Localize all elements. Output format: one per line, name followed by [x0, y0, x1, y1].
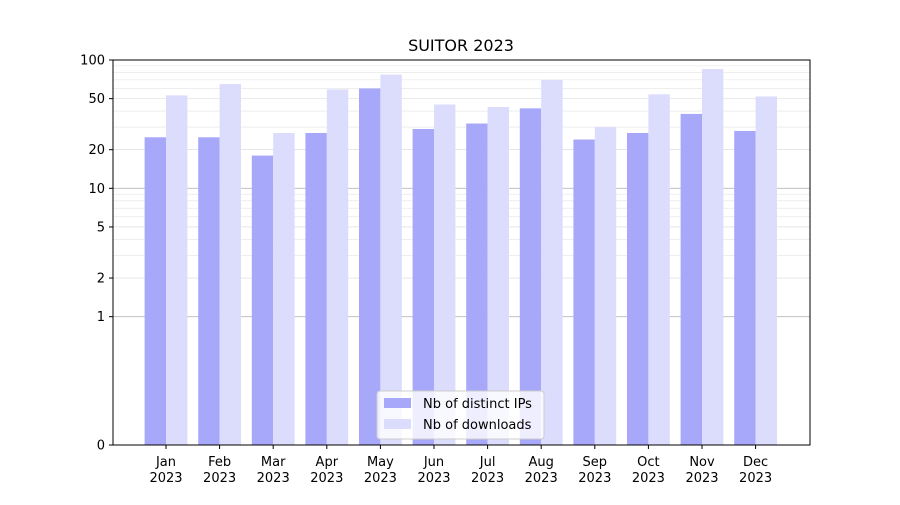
x-tick-label: Mar 2023 [257, 455, 290, 486]
bar-downloads [219, 84, 241, 445]
plot-frame [112, 59, 811, 446]
axes [112, 59, 811, 446]
bar-distinct-ips [734, 130, 756, 445]
bar-downloads [541, 79, 563, 445]
bar-downloads [487, 107, 509, 446]
x-tick-label: Jun 2023 [417, 455, 450, 486]
legend-label: Nb of distinct IPs [423, 397, 532, 412]
x-tick-label: Nov 2023 [685, 455, 718, 486]
bar-distinct-ips [519, 108, 542, 446]
x-tick-label: Jul 2023 [471, 455, 504, 486]
bar-downloads [166, 95, 188, 446]
bar-distinct-ips [412, 128, 434, 446]
x-tick-label: Oct 2023 [632, 455, 665, 486]
y-tick-label: 0 [97, 439, 105, 454]
x-tick-label: May 2023 [364, 455, 397, 486]
bar-downloads [434, 104, 456, 445]
x-tick-label: Dec 2023 [739, 455, 772, 486]
legend-swatch [384, 398, 411, 408]
y-tick-label: 100 [80, 54, 105, 69]
bar-downloads [326, 89, 349, 446]
bar-downloads [380, 74, 402, 446]
bar-distinct-ips [198, 137, 220, 446]
x-tick-label: Aug 2023 [525, 455, 558, 486]
bar-downloads [702, 69, 724, 445]
bar-downloads [755, 96, 777, 446]
bar-distinct-ips [466, 123, 488, 446]
x-tick-label: Apr 2023 [310, 455, 343, 486]
x-tick-label: Feb 2023 [203, 455, 236, 486]
y-axis-ticks: 0 1 2 5 10 20 50 100 [80, 54, 113, 454]
bar-distinct-ips [573, 139, 595, 445]
bar-downloads [273, 132, 295, 446]
legend-label: Nb of downloads [423, 418, 532, 433]
y-tick-label: 10 [88, 182, 105, 197]
x-axis-ticks: Jan 2023 Feb 2023 Mar 2023 Apr 2023 May 2023 Jun 20… [149, 445, 772, 486]
y-tick-label: 5 [97, 220, 105, 235]
bar-downloads [648, 94, 670, 445]
bar-distinct-ips [680, 113, 702, 446]
legend-box [376, 390, 545, 440]
y-tick-label: 20 [88, 143, 105, 158]
y-tick-label: 2 [97, 272, 105, 287]
y-tick-label: 50 [88, 92, 105, 107]
bar-downloads [594, 127, 617, 445]
bars [144, 69, 777, 446]
x-tick-label: Jan 2023 [149, 455, 182, 486]
y-tick-label: 1 [97, 310, 105, 325]
x-tick-label: Sep 2023 [578, 455, 611, 486]
legend: Nb of distinct IPs Nb of downloads [376, 390, 545, 440]
bar-distinct-ips [359, 88, 381, 446]
bar-distinct-ips [251, 155, 274, 445]
legend-swatch [384, 419, 411, 429]
bar-distinct-ips [627, 132, 649, 446]
chart-title: SUITOR 2023 [408, 36, 514, 55]
bar-distinct-ips [305, 132, 327, 446]
bar-distinct-ips [144, 137, 166, 446]
